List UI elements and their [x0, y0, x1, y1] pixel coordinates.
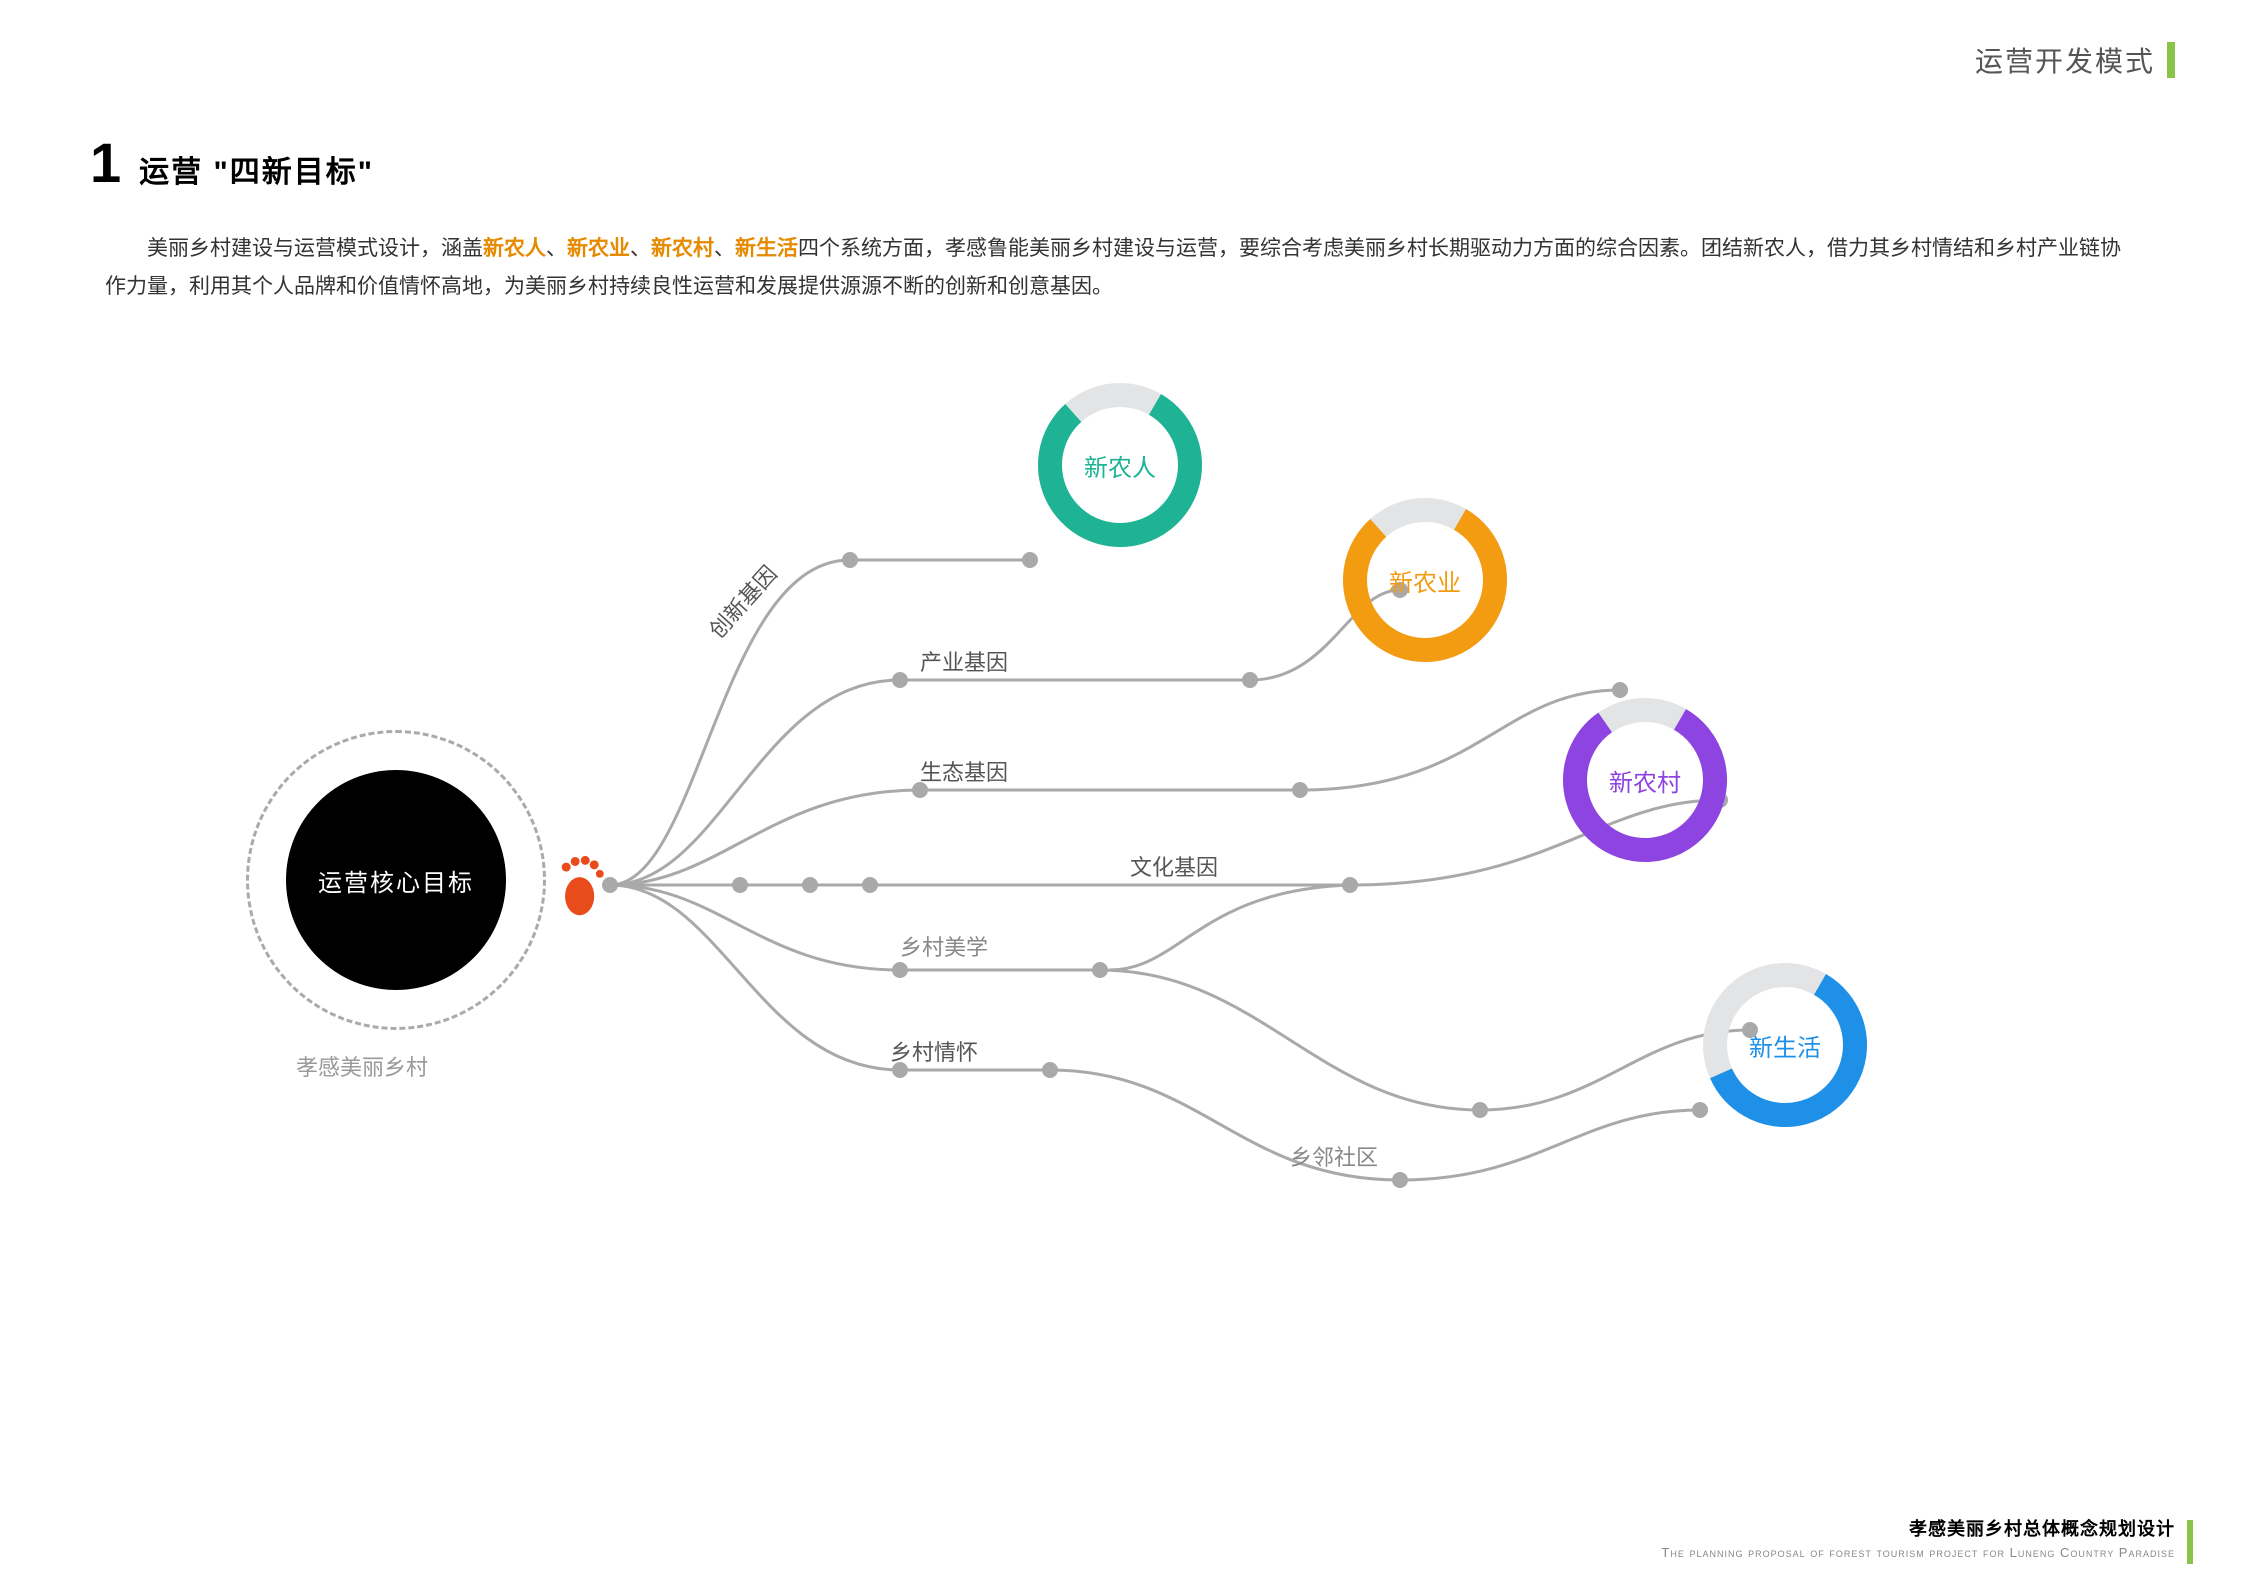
diagram-canvas: 运营核心目标孝感美丽乡村新农人新农业新农村新生活创新基因产业基因生态基因文化基因… [0, 330, 2245, 1330]
donut-label: 新农村 [1560, 695, 1730, 865]
donut-label: 新农人 [1035, 380, 1205, 550]
footer-en: The planning proposal of forest tourism … [1661, 1545, 2175, 1560]
core-sublabel: 孝感美丽乡村 [296, 1050, 428, 1082]
donut-新生活: 新生活 [1700, 960, 1870, 1130]
branch-label: 生态基因 [920, 755, 1008, 787]
branch-label: 乡邻社区 [1290, 1140, 1378, 1172]
page-footer: 孝感美丽乡村总体概念规划设计 The planning proposal of … [1661, 1515, 2175, 1560]
core-circle: 运营核心目标 [286, 770, 506, 990]
branch-label: 产业基因 [920, 645, 1008, 677]
section-title: 运营 "四新目标" [139, 147, 374, 191]
branch-label: 乡村情怀 [890, 1035, 978, 1067]
footprint-icon [555, 850, 611, 925]
page-header: 运营开发模式 [1975, 40, 2175, 80]
header-accent-bar [2167, 42, 2175, 78]
footer-cn: 孝感美丽乡村总体概念规划设计 [1661, 1515, 2175, 1541]
intro-highlight: 新生活 [735, 237, 798, 260]
branch-label: 乡村美学 [900, 930, 988, 962]
intro-paragraph: 美丽乡村建设与运营模式设计，涵盖新农人、新农业、新农村、新生活四个系统方面，孝感… [105, 230, 2140, 306]
section-number: 1 [90, 130, 121, 195]
header-title: 运营开发模式 [1975, 40, 2155, 80]
intro-highlight: 新农人 [483, 237, 546, 260]
branch-label: 文化基因 [1130, 850, 1218, 882]
donut-label: 新生活 [1700, 960, 1870, 1130]
donut-label: 新农业 [1340, 495, 1510, 665]
footer-accent-bar [2187, 1520, 2193, 1564]
section-heading: 1 运营 "四新目标" [90, 130, 374, 195]
intro-highlight: 新农村 [651, 237, 714, 260]
donut-新农人: 新农人 [1035, 380, 1205, 550]
donut-新农村: 新农村 [1560, 695, 1730, 865]
donut-新农业: 新农业 [1340, 495, 1510, 665]
intro-highlight: 新农业 [567, 237, 630, 260]
